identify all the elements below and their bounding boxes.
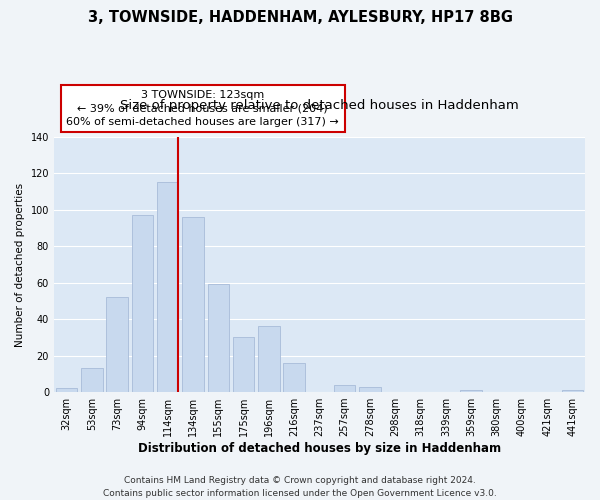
Title: Size of property relative to detached houses in Haddenham: Size of property relative to detached ho… (120, 99, 519, 112)
Bar (258, 326, 280, 392)
Bar (562, 390, 583, 392)
Bar (208, 284, 229, 392)
Bar (131, 215, 153, 392)
Bar (106, 298, 128, 392)
Y-axis label: Number of detached properties: Number of detached properties (15, 182, 25, 346)
Bar (283, 363, 305, 392)
Text: 3, TOWNSIDE, HADDENHAM, AYLESBURY, HP17 8BG: 3, TOWNSIDE, HADDENHAM, AYLESBURY, HP17 … (88, 10, 512, 25)
Bar (460, 390, 482, 392)
X-axis label: Distribution of detached houses by size in Haddenham: Distribution of detached houses by size … (138, 442, 501, 455)
Text: 3 TOWNSIDE: 123sqm
← 39% of detached houses are smaller (204)
60% of semi-detach: 3 TOWNSIDE: 123sqm ← 39% of detached hou… (66, 90, 339, 126)
Bar (233, 338, 254, 392)
Bar (359, 386, 381, 392)
Bar (56, 388, 77, 392)
Bar (334, 385, 355, 392)
Bar (182, 217, 204, 392)
Bar (81, 368, 103, 392)
Text: Contains HM Land Registry data © Crown copyright and database right 2024.
Contai: Contains HM Land Registry data © Crown c… (103, 476, 497, 498)
Bar (157, 182, 178, 392)
